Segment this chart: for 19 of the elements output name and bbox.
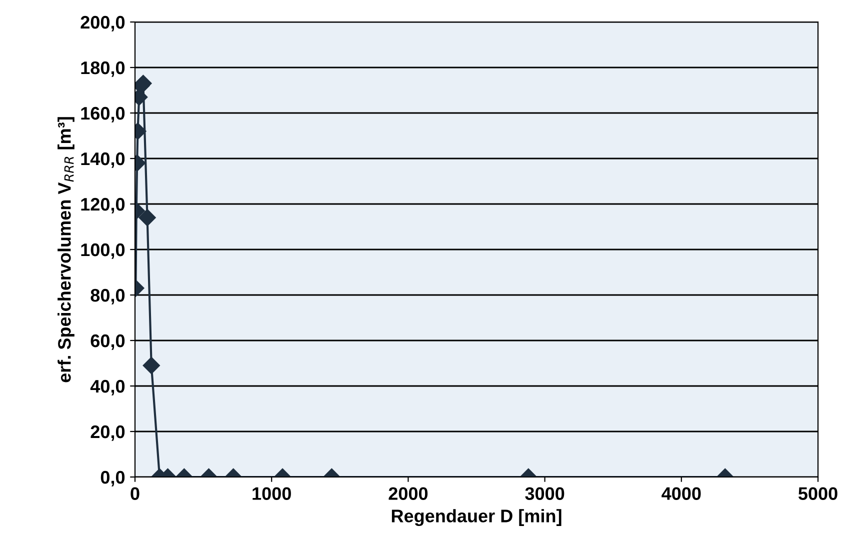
y-tick-label: 80,0 [90,288,125,304]
x-tick-label: 5000 [798,487,838,500]
x-tick-label: 3000 [525,487,564,500]
x-tick-label: 1000 [252,487,291,500]
x-tick-label: 4000 [662,487,701,500]
y-tick-label: 20,0 [90,425,125,441]
y-tick-label: 180,0 [81,61,125,77]
y-tick-label: 100,0 [81,243,125,259]
x-tick-label: 0 [130,487,140,500]
y-tick-label: 40,0 [90,380,125,396]
y-tick-label: 60,0 [90,334,125,350]
y-tick-label: 140,0 [81,152,125,168]
x-tick-label: 2000 [388,487,428,500]
x-axis-title: Regendauer D [min] [392,509,562,526]
y-tick-label: 160,0 [81,106,125,122]
y-axis-title: erf. Speichervolumen V$_{RRR}$ [m³] [58,117,74,382]
y-tick-label: 0,0 [100,470,125,486]
y-tick-label: 200,0 [80,16,125,32]
y-tick-label: 120,0 [81,198,125,214]
